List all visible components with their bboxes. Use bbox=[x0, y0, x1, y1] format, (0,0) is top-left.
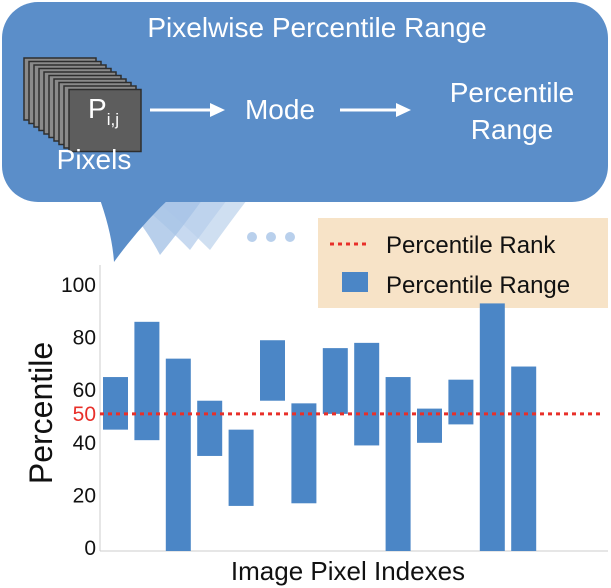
result-label-line1: Percentile bbox=[450, 77, 575, 108]
ellipsis-dot bbox=[247, 232, 257, 242]
range-bar bbox=[448, 379, 474, 425]
range-bar bbox=[479, 303, 505, 551]
x-axis-label: Image Pixel Indexes bbox=[231, 556, 465, 586]
y-tick-label: 80 bbox=[73, 327, 96, 350]
range-bar bbox=[291, 403, 317, 504]
bubble-tail bbox=[98, 194, 172, 262]
ellipsis-dot bbox=[266, 232, 276, 242]
range-bar bbox=[260, 340, 285, 401]
range-bar bbox=[322, 348, 348, 414]
y-tick-labels: 0 20 40 60 80 100 bbox=[61, 274, 96, 560]
range-bar bbox=[228, 429, 254, 506]
banner-title: Pixelwise Percentile Range bbox=[147, 12, 486, 43]
range-bar bbox=[354, 342, 380, 446]
range-bar bbox=[134, 321, 160, 441]
range-bars bbox=[103, 303, 537, 551]
mode-label: Mode bbox=[245, 94, 315, 125]
arrow-right-icon bbox=[340, 103, 411, 117]
rank-tick-label: 50 bbox=[73, 403, 96, 426]
banner-bubble bbox=[2, 2, 608, 202]
range-chart: 0 20 40 60 80 100 50 Percentile Image Pixel I… bbox=[23, 265, 608, 586]
legend-rank-label: Percentile Rank bbox=[386, 232, 556, 259]
range-bar bbox=[511, 366, 537, 551]
y-tick-label: 20 bbox=[73, 484, 96, 507]
pixels-label: Pixels bbox=[57, 144, 132, 175]
y-tick-label: 60 bbox=[73, 379, 96, 402]
range-bar bbox=[385, 377, 411, 551]
range-bar bbox=[197, 400, 223, 456]
legend-range-label: Percentile Range bbox=[386, 272, 570, 299]
pixel-stack-icon bbox=[23, 57, 142, 153]
legend-range-swatch bbox=[342, 272, 368, 292]
y-tick-label: 100 bbox=[61, 274, 96, 297]
pipeline-banner: Pixelwise Percentile Range Pi,j Pixels M… bbox=[2, 2, 608, 262]
result-label-line2: Range bbox=[471, 114, 554, 145]
ellipsis-dot bbox=[285, 232, 295, 242]
y-axis-label: Percentile bbox=[23, 342, 59, 484]
pixel-frame bbox=[68, 88, 142, 153]
arrow-right-icon bbox=[150, 103, 225, 117]
legend-box bbox=[318, 218, 608, 308]
legend: Percentile Rank Percentile Range bbox=[318, 218, 608, 308]
pixel-symbol: Pi,j bbox=[88, 93, 119, 129]
range-bar bbox=[165, 358, 191, 551]
range-bar bbox=[103, 377, 128, 430]
y-tick-label: 40 bbox=[73, 432, 96, 455]
y-tick-label: 0 bbox=[84, 537, 96, 560]
